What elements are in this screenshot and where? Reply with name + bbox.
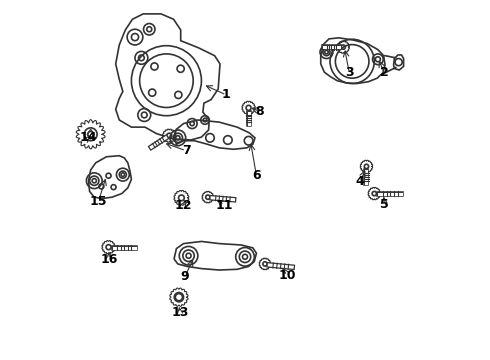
Text: 3: 3: [345, 66, 354, 79]
Text: 15: 15: [90, 195, 107, 208]
Text: 8: 8: [256, 105, 264, 118]
Text: 16: 16: [100, 253, 118, 266]
Text: 1: 1: [222, 89, 231, 102]
Text: 6: 6: [252, 169, 261, 182]
Text: 9: 9: [181, 270, 189, 283]
Text: 5: 5: [380, 198, 389, 211]
Text: 4: 4: [356, 175, 365, 188]
Text: 7: 7: [182, 144, 191, 157]
Text: 13: 13: [172, 306, 189, 319]
Text: 2: 2: [380, 66, 389, 79]
Text: 12: 12: [175, 198, 192, 212]
Text: 10: 10: [278, 269, 296, 282]
Text: 14: 14: [80, 131, 98, 144]
Text: 11: 11: [216, 198, 233, 212]
